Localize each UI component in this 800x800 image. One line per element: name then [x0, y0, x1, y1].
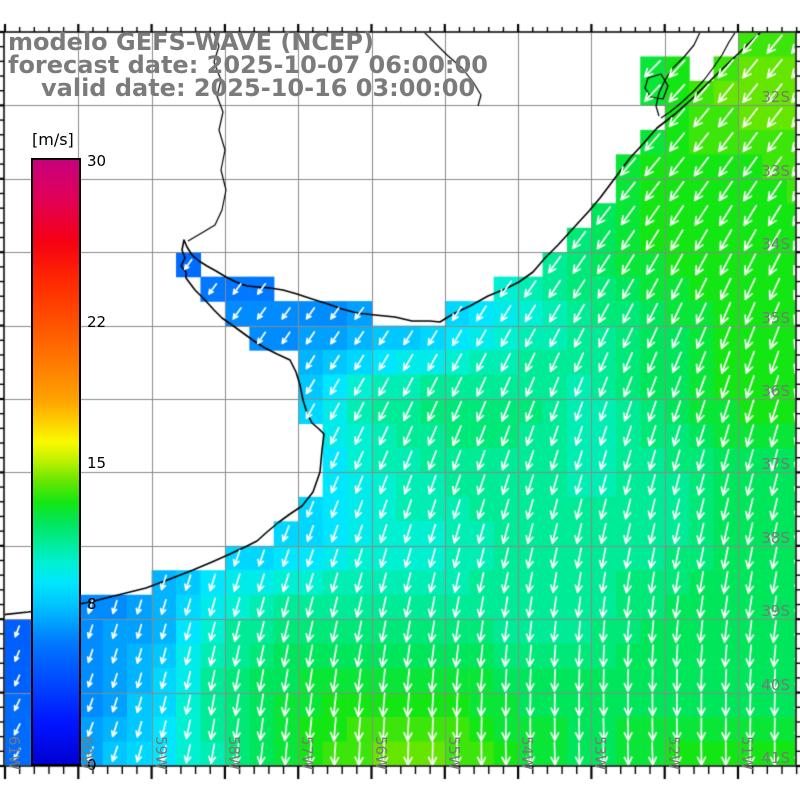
- lon-label: 59W: [151, 736, 170, 770]
- lat-label: 39S: [761, 602, 790, 621]
- lon-label: 56W: [371, 736, 390, 770]
- lat-label: 40S: [761, 675, 790, 694]
- colorbar-tick-label: 30: [87, 152, 107, 170]
- lat-label: 32S: [761, 88, 790, 107]
- lat-label: 33S: [761, 161, 790, 180]
- lon-label: 61W: [5, 736, 23, 770]
- lat-label: 41S: [761, 749, 790, 767]
- lat-label: 37S: [761, 455, 790, 474]
- lon-label: 52W: [664, 736, 683, 770]
- lon-label: 51W: [738, 736, 756, 770]
- lon-label: 58W: [224, 736, 243, 770]
- colorbar-tick-label: 22: [87, 313, 107, 332]
- lat-label: 36S: [761, 382, 790, 400]
- colorbar-tick-label: 0: [87, 756, 97, 774]
- colorbar-gradient: [31, 158, 81, 766]
- lon-label: 53W: [591, 736, 610, 770]
- colorbar-tick-label: 15: [87, 454, 107, 472]
- lon-label: 54W: [518, 736, 537, 770]
- colorbar-unit-label: [m/s]: [32, 130, 74, 149]
- lon-label: 60W: [78, 736, 97, 770]
- lon-label: 57W: [298, 736, 317, 770]
- lon-label: 55W: [444, 736, 463, 770]
- lat-label: 38S: [761, 528, 790, 547]
- lat-label: 35S: [761, 308, 790, 327]
- colorbar-tick-label: 8: [87, 594, 97, 613]
- lat-label: 34S: [761, 235, 790, 254]
